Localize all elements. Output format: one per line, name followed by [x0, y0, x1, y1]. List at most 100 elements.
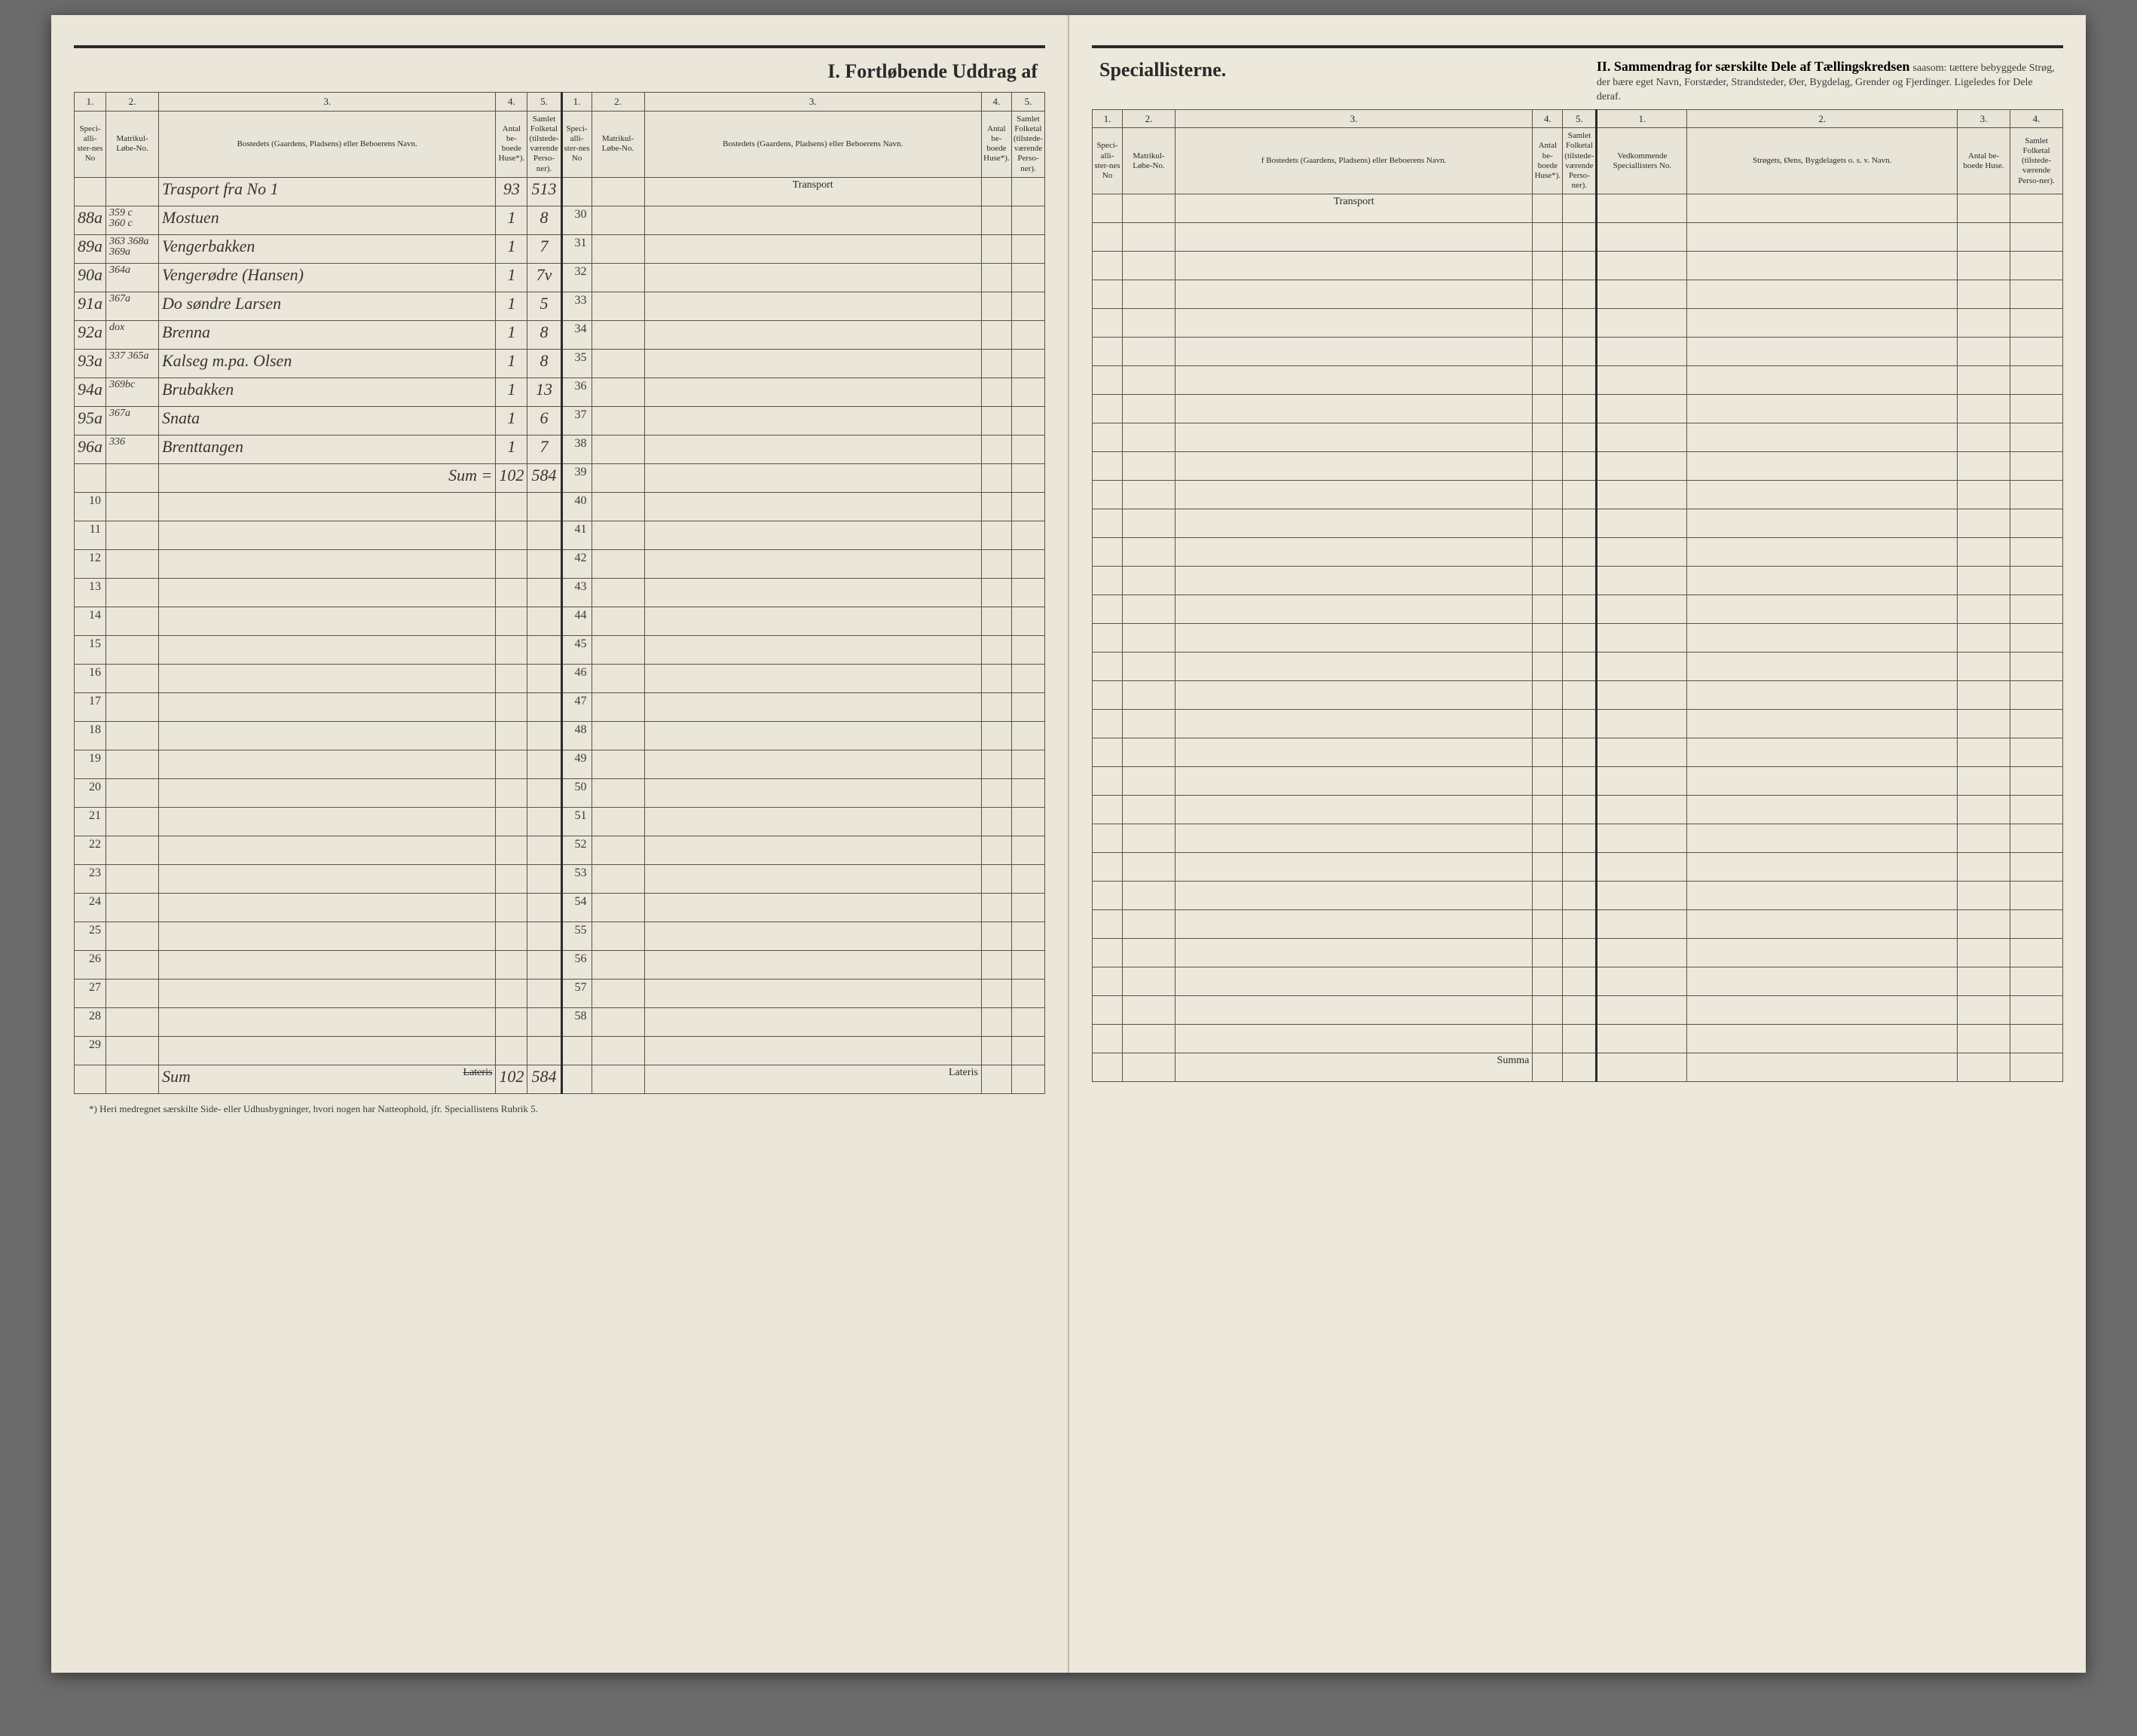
table-row	[1093, 280, 2063, 309]
table-row: 21 51	[75, 807, 1045, 836]
matrikul-cell: 369bc	[106, 377, 159, 406]
row-number: 46	[561, 664, 592, 692]
table-row: 14 44	[75, 607, 1045, 635]
col-num: 1.	[1093, 109, 1123, 128]
matrikul-cell: 336	[106, 435, 159, 463]
col-header: Matrikul-Løbe-No.	[106, 111, 159, 177]
row-number: 53	[561, 864, 592, 893]
ledger-book: I. Fortløbende Uddrag af 1. 2. 3. 4. 5. …	[51, 15, 2086, 1673]
col-header: Antal be-boede Huse*).	[1533, 128, 1563, 194]
col-header: Speci-alli-ster-nes No	[561, 111, 592, 177]
table-row	[1093, 309, 2063, 338]
table-row	[1093, 595, 2063, 624]
right-page: Speciallisterne. II. Sammendrag for særs…	[1069, 15, 2086, 1673]
col-num: 5.	[1563, 109, 1597, 128]
row-number: 57	[561, 979, 592, 1007]
lateris-folk: 584	[527, 1065, 561, 1093]
table-row: 24 54	[75, 893, 1045, 921]
matrikul-cell	[106, 177, 159, 206]
table-row	[1093, 395, 2063, 423]
sum-folk: 584	[527, 463, 561, 492]
table-row: 91a 367a Do søndre Larsen 1 5 33	[75, 292, 1045, 320]
row-number: 37	[561, 406, 592, 435]
top-rule	[74, 45, 1045, 48]
row-number: 30	[561, 206, 592, 234]
col-num: 1.	[561, 93, 592, 112]
row-number: 42	[561, 549, 592, 578]
left-page: I. Fortløbende Uddrag af 1. 2. 3. 4. 5. …	[51, 15, 1069, 1673]
col-num: 4.	[2010, 109, 2063, 128]
huse-cell: 1	[496, 292, 527, 320]
matrikul-cell: 337 365a	[106, 349, 159, 377]
row-number: 31	[561, 234, 592, 263]
matrikul-cell: 363 368a369a	[106, 234, 159, 263]
col-num: 4.	[981, 93, 1011, 112]
huse-cell: 1	[496, 320, 527, 349]
table-row	[1093, 767, 2063, 796]
table-row	[1093, 567, 2063, 595]
name-cell: Brenna	[159, 320, 496, 349]
table-row: 10 40	[75, 492, 1045, 521]
top-rule	[1092, 45, 2063, 48]
table-row: 17 47	[75, 692, 1045, 721]
huse-cell: 1	[496, 377, 527, 406]
row-number: 13	[75, 578, 106, 607]
table-row	[1093, 452, 2063, 481]
table-row	[1093, 481, 2063, 509]
row-number: 17	[75, 692, 106, 721]
table-row	[1093, 710, 2063, 738]
folk-cell: 8	[527, 206, 561, 234]
row-number: 16	[75, 664, 106, 692]
table-row: 93a 337 365a Kalseg m.pa. Olsen 1 8 35	[75, 349, 1045, 377]
huse-cell: 1	[496, 263, 527, 292]
table-row: 90a 364a Vengerødre (Hansen) 1 7v 32	[75, 263, 1045, 292]
col-header: Antal be-boede Huse*).	[496, 111, 527, 177]
row-number: 29	[75, 1036, 106, 1065]
huse-cell: 1	[496, 435, 527, 463]
col-num: 3.	[644, 93, 981, 112]
col-header: Strøgets, Øens, Bygdelagets o. s. v. Nav…	[1687, 128, 1958, 194]
sum-row: Sum = 102 584 39	[75, 463, 1045, 492]
name-cell: Snata	[159, 406, 496, 435]
table-row: 20 50	[75, 778, 1045, 807]
table-row: 28 58	[75, 1007, 1045, 1036]
special-no-cell: 93a	[75, 349, 106, 377]
matrikul-cell: 367a	[106, 406, 159, 435]
page-title-left: I. Fortløbende Uddrag af	[74, 54, 1045, 92]
col-num: 4.	[496, 93, 527, 112]
row-number: 40	[561, 492, 592, 521]
row-number: 23	[75, 864, 106, 893]
col-num: 2.	[106, 93, 159, 112]
name-cell: Do søndre Larsen	[159, 292, 496, 320]
folk-cell: 7	[527, 234, 561, 263]
row-number: 26	[75, 950, 106, 979]
table-row: 19 49	[75, 750, 1045, 778]
row-number: 32	[561, 263, 592, 292]
table-row: 25 55	[75, 921, 1045, 950]
table-row: 94a 369bc Brubakken 1 13 36	[75, 377, 1045, 406]
table-row: 96a 336 Brenttangen 1 7 38	[75, 435, 1045, 463]
row-number: 41	[561, 521, 592, 549]
col-header: Samlet Folketal (tilstede-værende Perso-…	[2010, 128, 2063, 194]
row-number: 20	[75, 778, 106, 807]
col-num: 1.	[1597, 109, 1687, 128]
row-number: 52	[561, 836, 592, 864]
table-row	[1093, 653, 2063, 681]
folk-cell: 513	[527, 177, 561, 206]
special-no-cell: 95a	[75, 406, 106, 435]
section-ii-title: II. Sammendrag for særskilte Dele af Tæl…	[1597, 59, 1910, 74]
col-num: 3.	[1958, 109, 2010, 128]
lateris-huse: 102	[496, 1065, 527, 1093]
special-no-cell: 92a	[75, 320, 106, 349]
row-number: 28	[75, 1007, 106, 1036]
table-row	[1093, 939, 2063, 967]
table-row	[1093, 624, 2063, 653]
col-num: 5.	[527, 93, 561, 112]
huse-cell: 1	[496, 234, 527, 263]
col-header: Speci-alli-ster-nes No	[75, 111, 106, 177]
table-row: 12 42	[75, 549, 1045, 578]
table-row	[1093, 1025, 2063, 1053]
lateris-label-r: Lateris	[644, 1065, 981, 1093]
folk-cell: 7	[527, 435, 561, 463]
col-header: Bostedets (Gaardens, Pladsens) eller Beb…	[159, 111, 496, 177]
